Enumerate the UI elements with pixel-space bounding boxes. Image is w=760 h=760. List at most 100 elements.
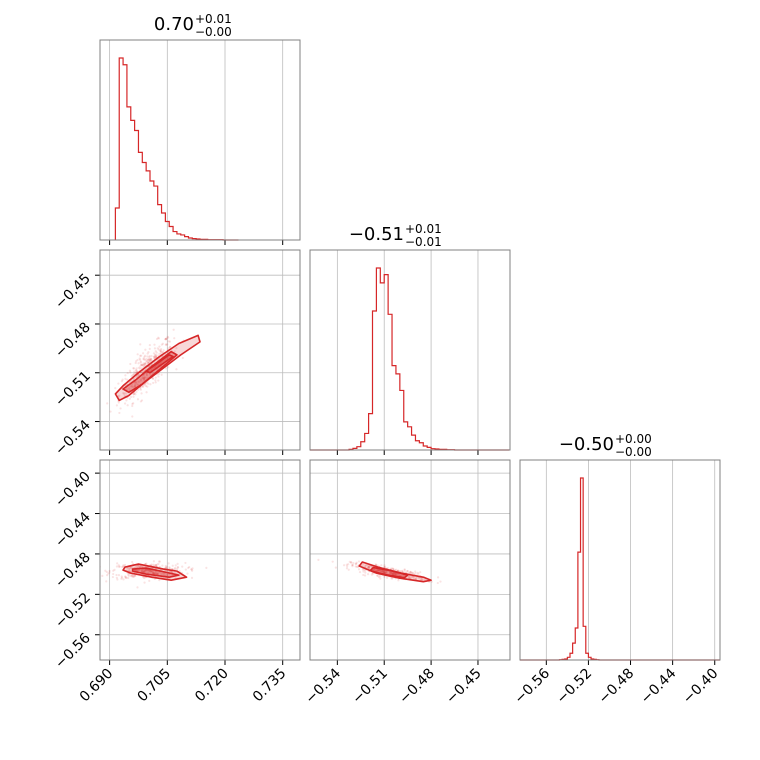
sample-point — [117, 564, 120, 567]
sample-point — [385, 576, 389, 579]
sample-point — [133, 392, 136, 395]
sample-point — [361, 563, 365, 566]
sample-point — [94, 566, 96, 568]
sample-point — [137, 564, 140, 567]
sample-point — [132, 575, 136, 578]
sample-point — [154, 354, 157, 357]
sample-point — [143, 376, 147, 379]
sample-point — [126, 404, 129, 407]
sample-point — [135, 376, 138, 379]
sample-point — [164, 338, 167, 341]
sample-point — [385, 570, 388, 573]
sample-point — [134, 360, 138, 363]
sample-point — [191, 567, 194, 570]
sample-point — [368, 565, 371, 568]
histogram-panel-1: −0.51 +0.01−0.01 — [310, 222, 510, 455]
sample-point — [334, 566, 337, 569]
sample-point — [134, 384, 137, 387]
sample-point — [157, 348, 160, 351]
sample-point — [140, 392, 143, 395]
sample-point — [166, 343, 169, 346]
sample-point — [379, 575, 382, 578]
sample-point — [154, 379, 157, 382]
sample-point — [128, 397, 131, 400]
sample-point — [142, 378, 146, 381]
sample-point — [131, 575, 134, 578]
sample-point — [157, 375, 160, 378]
sample-point — [399, 570, 402, 573]
sample-point — [357, 560, 361, 563]
sample-point — [173, 567, 176, 570]
scatter-panel-1_0: −0.54 −0.51 −0.48 −0.45 — [52, 250, 300, 459]
sample-point — [367, 566, 370, 570]
sample-point — [161, 350, 164, 354]
sample-point — [146, 381, 149, 384]
sample-point — [158, 352, 161, 355]
sample-point — [164, 338, 168, 341]
sample-point — [388, 572, 391, 575]
sample-point — [394, 572, 397, 575]
sample-point — [391, 572, 394, 575]
sample-point — [399, 574, 402, 577]
sample-point — [142, 570, 145, 574]
sample-point — [104, 569, 107, 572]
sample-point — [364, 571, 367, 574]
sample-point — [131, 404, 134, 408]
sample-point — [168, 345, 172, 348]
sample-point — [342, 564, 346, 567]
param-lower-error-0: −0.00 — [195, 25, 232, 39]
scatter-panel-2_0: −0.56−0.52−0.48−0.44−0.40 — [52, 460, 300, 672]
sample-point — [141, 363, 144, 367]
sample-point — [131, 402, 134, 406]
contour-inner-2_0 — [131, 567, 180, 578]
sample-point — [139, 400, 143, 403]
sample-point — [364, 569, 367, 572]
sample-point — [134, 361, 137, 365]
sample-point — [352, 561, 355, 565]
sample-point — [130, 570, 133, 573]
sample-point — [117, 574, 121, 577]
sample-point — [397, 573, 400, 576]
sample-point — [362, 570, 365, 573]
sample-point — [176, 566, 180, 569]
sample-point — [153, 353, 157, 356]
sample-point — [155, 351, 158, 354]
sample-point — [148, 358, 151, 362]
sample-point — [146, 352, 149, 355]
sample-point — [136, 358, 139, 362]
sample-point — [414, 571, 417, 575]
sample-point — [111, 575, 114, 579]
sample-point — [140, 569, 143, 572]
sample-point — [148, 571, 151, 574]
sample-point — [139, 365, 142, 368]
sample-point — [123, 392, 126, 395]
sample-point — [411, 571, 414, 575]
sample-point — [150, 358, 153, 362]
sample-point — [436, 576, 440, 579]
sample-point — [139, 354, 142, 357]
sample-point — [380, 569, 383, 572]
sample-point — [128, 569, 131, 572]
y-tick-label: −0.52 — [52, 590, 94, 632]
sample-point — [124, 377, 127, 380]
sample-point — [151, 570, 154, 573]
sample-point — [115, 404, 118, 407]
sample-point — [120, 577, 123, 580]
sample-point — [121, 565, 124, 569]
sample-point — [375, 574, 379, 577]
sample-point — [419, 578, 423, 581]
sample-point — [154, 571, 157, 574]
sample-point — [168, 340, 172, 343]
sample-point — [158, 579, 161, 582]
sample-point — [175, 347, 178, 350]
sample-point — [421, 577, 424, 580]
sample-point — [421, 578, 424, 581]
sample-point — [143, 383, 146, 386]
sample-point — [414, 570, 417, 573]
sample-point — [149, 383, 152, 386]
sample-point — [131, 574, 134, 577]
sample-point — [160, 350, 163, 354]
sample-point — [134, 369, 138, 372]
sample-point — [358, 570, 362, 574]
sample-point — [187, 566, 190, 570]
